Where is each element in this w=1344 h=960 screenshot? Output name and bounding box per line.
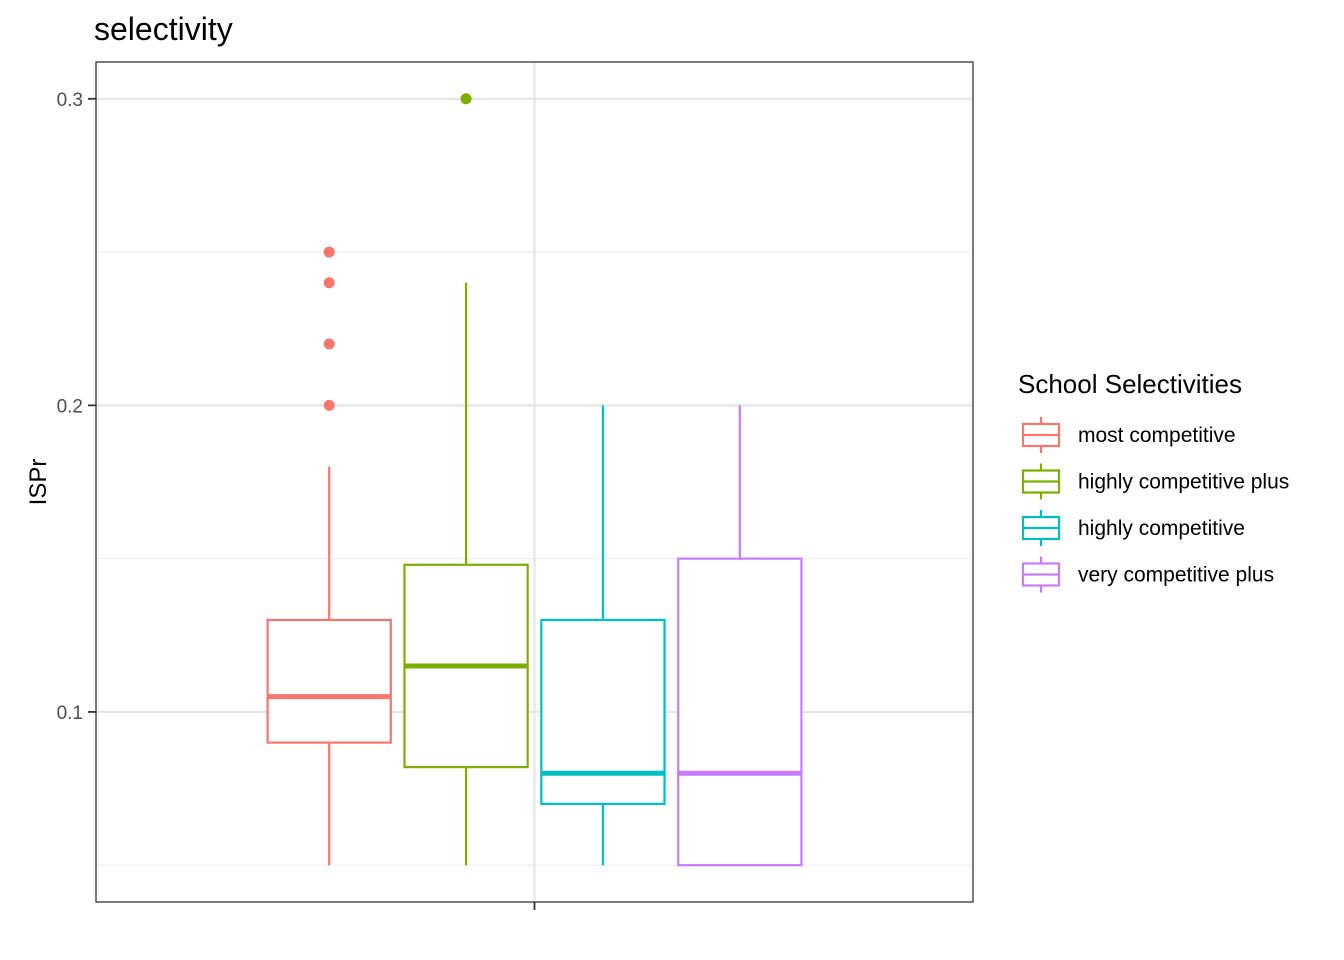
box-highly-competitive [540, 405, 666, 866]
outlier-point [323, 399, 335, 411]
box-highly-competitive-plus [403, 93, 529, 866]
box-body [540, 618, 666, 805]
y-tick-label: 0.3 [57, 90, 83, 111]
outlier-point [460, 93, 472, 105]
legend: most competitive highly competitive plus h… [1021, 417, 1289, 593]
outlier-point [323, 277, 335, 289]
y-axis-title: ISPr [25, 459, 52, 506]
box-body [677, 557, 803, 867]
legend-label: highly competitive plus [1078, 471, 1289, 494]
legend-key-highly-competitive [1021, 510, 1061, 546]
grid-lines [96, 62, 973, 902]
legend-label: most competitive [1078, 424, 1236, 447]
chart-title: selectivity [94, 11, 233, 47]
outlier-point [323, 338, 335, 350]
outlier-point [323, 246, 335, 258]
legend-title: School Selectivities [1018, 369, 1242, 399]
y-tick-label: 0.1 [57, 703, 83, 724]
y-axis: 0.1 0.2 0.3 [57, 90, 96, 724]
legend-label: highly competitive [1078, 517, 1245, 540]
box-very-competitive-plus [677, 405, 803, 867]
legend-key-highly-competitive-plus [1021, 463, 1061, 500]
box-most-competitive [266, 246, 392, 866]
legend-key-most-competitive [1021, 417, 1061, 453]
legend-label: very competitive plus [1078, 564, 1274, 587]
box-body [266, 618, 392, 744]
y-tick-label: 0.2 [57, 396, 83, 417]
legend-key-very-competitive-plus [1021, 556, 1061, 593]
boxplot-marks [266, 93, 803, 867]
